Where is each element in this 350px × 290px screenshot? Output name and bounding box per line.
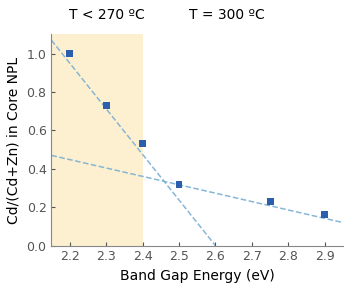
Text: T < 270 ºC: T < 270 ºC xyxy=(69,8,145,22)
Point xyxy=(176,182,182,186)
Point xyxy=(322,213,328,217)
Point xyxy=(140,142,145,146)
Bar xyxy=(51,34,142,246)
Point xyxy=(267,199,273,204)
X-axis label: Band Gap Energy (eV): Band Gap Energy (eV) xyxy=(120,269,275,283)
Point xyxy=(67,51,72,56)
Text: T = 300 ºC: T = 300 ºC xyxy=(189,8,264,22)
Y-axis label: Cd/(Cd+Zn) in Core NPL: Cd/(Cd+Zn) in Core NPL xyxy=(7,57,21,224)
Point xyxy=(103,103,109,108)
